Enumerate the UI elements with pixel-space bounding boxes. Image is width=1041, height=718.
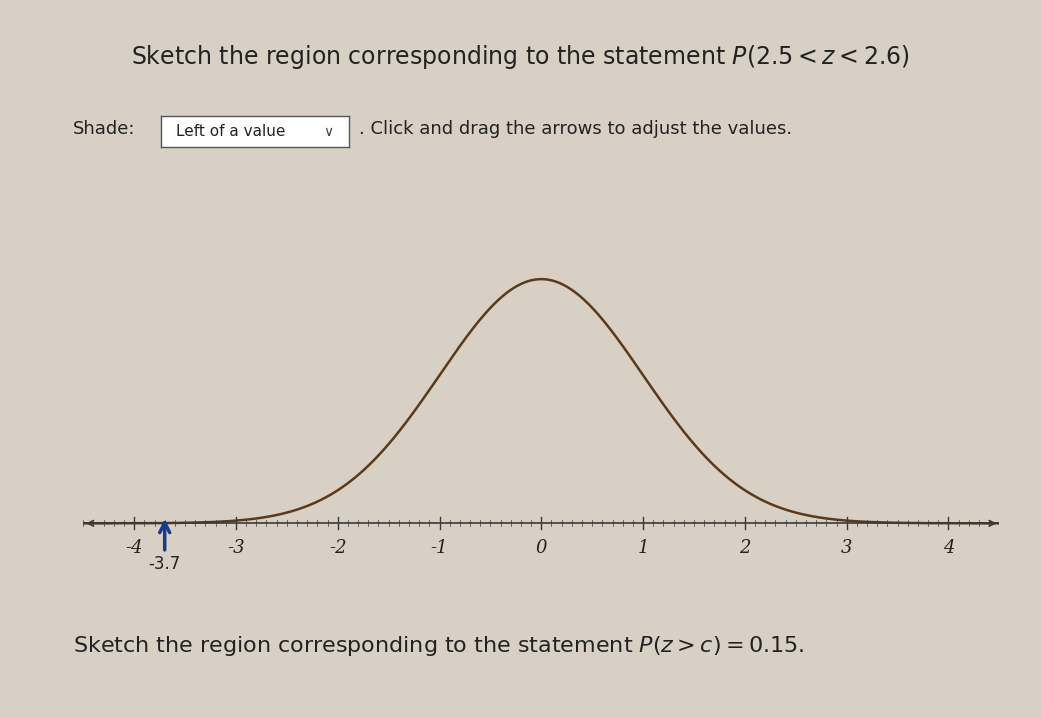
Text: -3: -3 [227, 538, 245, 556]
Text: Shade:: Shade: [73, 120, 135, 139]
Text: Sketch the region corresponding to the statement $P(z > c) = 0.15$.: Sketch the region corresponding to the s… [73, 634, 805, 658]
Text: 2: 2 [739, 538, 751, 556]
Text: Left of a value: Left of a value [176, 124, 285, 139]
Text: . Click and drag the arrows to adjust the values.: . Click and drag the arrows to adjust th… [359, 120, 792, 139]
Text: -3.7: -3.7 [149, 555, 181, 573]
Text: 1: 1 [637, 538, 649, 556]
Text: Sketch the region corresponding to the statement $P(2.5 < z < 2.6)$: Sketch the region corresponding to the s… [131, 43, 910, 71]
Text: 0: 0 [535, 538, 548, 556]
Text: 4: 4 [943, 538, 955, 556]
Text: -4: -4 [125, 538, 143, 556]
Text: -2: -2 [329, 538, 347, 556]
Text: 3: 3 [841, 538, 853, 556]
Text: -1: -1 [431, 538, 449, 556]
Text: ∨: ∨ [324, 125, 334, 139]
